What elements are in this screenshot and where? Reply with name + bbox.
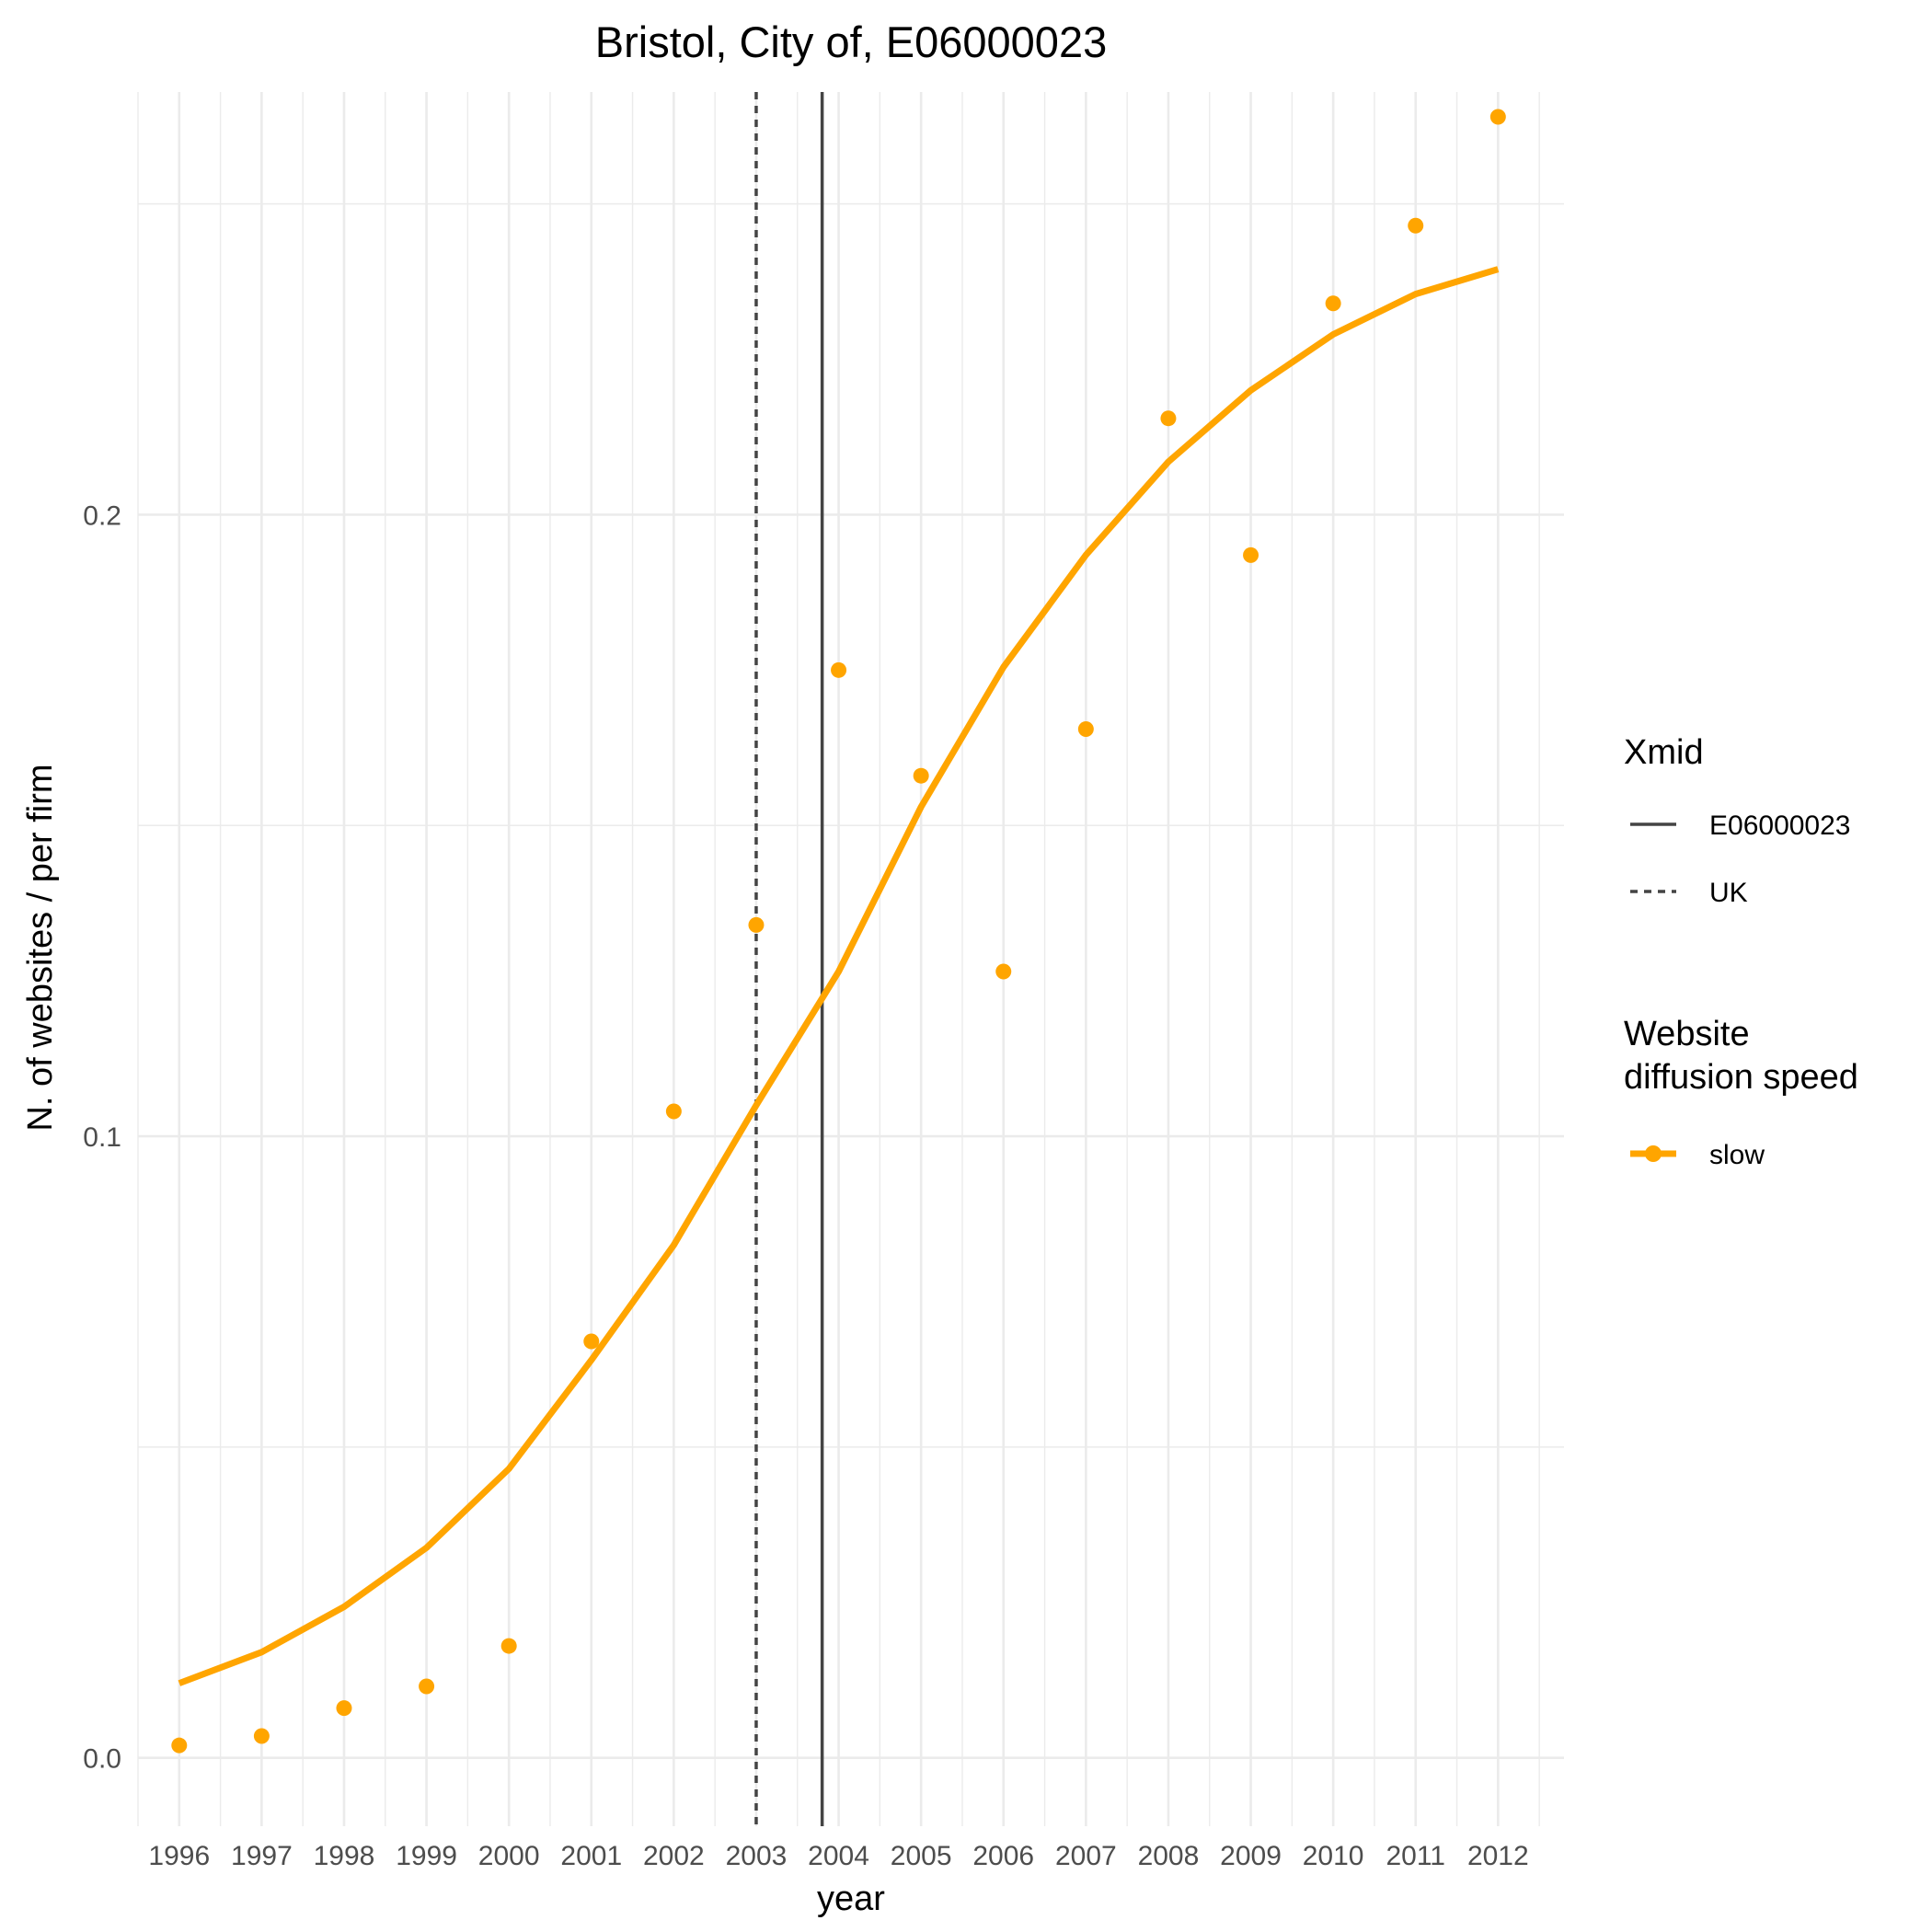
x-tick-label: 1999: [396, 1841, 457, 1871]
data-point-2000: [500, 1638, 517, 1654]
y-axis-ticks: 0.0 0.1 0.2: [83, 500, 121, 1774]
plot-area: 1996 1997 1998 1999 2000 2001 2002 2003 2004 2005…: [83, 92, 1564, 1871]
fitted-curve-layer: [178, 266, 1500, 1686]
y-tick-label: 0.2: [83, 500, 121, 531]
x-tick-label: 2004: [808, 1841, 869, 1871]
data-point-2006: [995, 963, 1012, 980]
data-point-1998: [336, 1700, 352, 1717]
x-tick-label: 2009: [1220, 1841, 1282, 1871]
x-tick-label: 1996: [148, 1841, 210, 1871]
data-point-2005: [913, 767, 929, 784]
legend: Xmid E06000023 UK Website diffusion spee…: [1624, 733, 1858, 1170]
legend-title-diffusion-speed-line2: diffusion speed: [1624, 1058, 1858, 1097]
x-tick-label: 2007: [1055, 1841, 1117, 1871]
legend-title-diffusion-speed-line1: Website: [1624, 1015, 1750, 1053]
legend-group-xmid: Xmid E06000023 UK: [1624, 733, 1851, 908]
x-tick-label: 2012: [1467, 1841, 1529, 1871]
x-tick-label: 2011: [1386, 1841, 1445, 1871]
chart-title: Bristol, City of, E06000023: [595, 17, 1107, 66]
x-tick-label: 2006: [972, 1841, 1034, 1871]
legend-label-uk: UK: [1709, 878, 1748, 908]
y-tick-label: 0.0: [83, 1744, 121, 1775]
x-tick-label: 1998: [314, 1841, 375, 1871]
data-point-1997: [253, 1728, 270, 1744]
data-point-1996: [171, 1737, 188, 1754]
data-point-1999: [419, 1678, 435, 1695]
x-tick-label: 2008: [1138, 1841, 1200, 1871]
x-tick-label: 2003: [726, 1841, 788, 1871]
legend-label-e06000023: E06000023: [1709, 811, 1851, 841]
grid-layer: [137, 92, 1564, 1826]
fitted-curve-slow: [178, 266, 1500, 1686]
data-point-2012: [1489, 109, 1506, 125]
data-point-2007: [1077, 721, 1094, 738]
data-point-2004: [831, 661, 847, 678]
data-point-2008: [1160, 410, 1177, 427]
legend-label-slow: slow: [1709, 1140, 1765, 1170]
data-point-2001: [583, 1333, 600, 1350]
x-axis-title: year: [817, 1880, 885, 1918]
x-tick-label: 2002: [643, 1841, 705, 1871]
x-tick-label: 1997: [231, 1841, 293, 1871]
legend-title-xmid: Xmid: [1624, 733, 1704, 772]
legend-group-diffusion-speed: Website diffusion speed slow: [1624, 1015, 1858, 1170]
x-tick-label: 2010: [1303, 1841, 1364, 1871]
data-point-2011: [1408, 217, 1424, 234]
data-point-2002: [665, 1103, 682, 1120]
x-tick-label: 2000: [478, 1841, 540, 1871]
y-axis-title: N. of websites / per firm: [21, 764, 60, 1131]
data-points-layer: [171, 109, 1506, 1754]
x-tick-label: 2005: [891, 1841, 952, 1871]
data-point-2003: [748, 916, 765, 933]
legend-key-slow-point: [1645, 1145, 1662, 1162]
reference-lines: [754, 92, 824, 1826]
y-tick-label: 0.1: [83, 1122, 121, 1153]
data-point-2010: [1325, 295, 1341, 312]
data-point-2009: [1243, 546, 1259, 563]
x-axis-ticks: 1996 1997 1998 1999 2000 2001 2002 2003 2004 2005…: [148, 1841, 1528, 1871]
x-tick-label: 2001: [560, 1841, 622, 1871]
